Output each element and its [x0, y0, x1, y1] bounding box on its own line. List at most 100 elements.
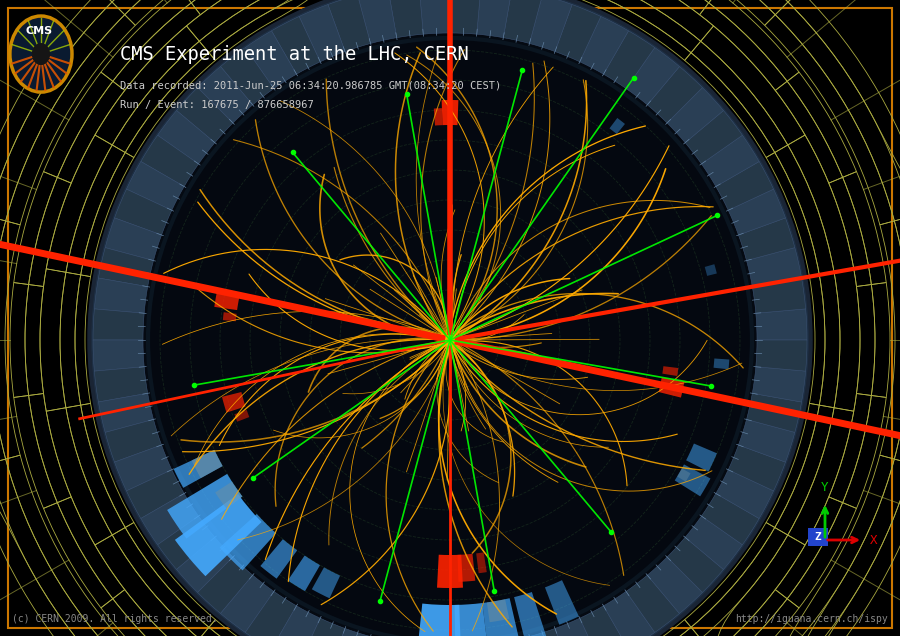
Wedge shape	[667, 537, 724, 593]
Wedge shape	[626, 48, 680, 105]
Wedge shape	[192, 450, 222, 478]
Wedge shape	[93, 340, 144, 371]
Wedge shape	[158, 516, 215, 569]
Wedge shape	[487, 599, 509, 622]
Wedge shape	[114, 189, 172, 235]
Wedge shape	[105, 218, 161, 261]
Text: http://iguana.cern.ch/ispy: http://iguana.cern.ch/ispy	[735, 614, 888, 624]
Wedge shape	[98, 393, 154, 432]
Wedge shape	[434, 108, 443, 125]
Wedge shape	[555, 618, 601, 636]
Circle shape	[88, 0, 812, 636]
Wedge shape	[126, 162, 184, 211]
Wedge shape	[158, 111, 215, 164]
Wedge shape	[728, 445, 786, 491]
Circle shape	[148, 38, 752, 636]
Wedge shape	[701, 494, 760, 545]
Wedge shape	[662, 366, 679, 376]
Wedge shape	[714, 359, 729, 370]
Wedge shape	[93, 309, 144, 340]
Circle shape	[140, 30, 760, 636]
Wedge shape	[752, 278, 806, 314]
Wedge shape	[477, 0, 512, 38]
Wedge shape	[476, 552, 487, 573]
Text: Z: Z	[814, 532, 822, 542]
Wedge shape	[609, 118, 625, 134]
Wedge shape	[299, 4, 345, 62]
Text: Y: Y	[821, 481, 829, 494]
Wedge shape	[728, 189, 786, 235]
Wedge shape	[716, 162, 774, 211]
Wedge shape	[626, 575, 680, 632]
Wedge shape	[357, 0, 397, 43]
Wedge shape	[746, 393, 802, 432]
Circle shape	[10, 16, 72, 92]
Wedge shape	[260, 539, 297, 579]
Wedge shape	[685, 516, 742, 569]
Wedge shape	[299, 618, 345, 636]
Wedge shape	[272, 17, 320, 74]
Text: CMS: CMS	[26, 26, 53, 36]
Wedge shape	[328, 0, 371, 52]
Wedge shape	[114, 445, 172, 491]
Wedge shape	[245, 31, 296, 88]
Wedge shape	[647, 67, 702, 123]
Wedge shape	[174, 450, 222, 488]
Wedge shape	[555, 4, 601, 62]
Circle shape	[92, 0, 808, 636]
Wedge shape	[454, 603, 491, 636]
Wedge shape	[215, 481, 242, 509]
Circle shape	[88, 0, 812, 636]
Wedge shape	[328, 628, 371, 636]
Wedge shape	[220, 48, 274, 105]
Wedge shape	[667, 88, 724, 142]
Wedge shape	[234, 410, 249, 422]
Wedge shape	[272, 606, 320, 636]
Wedge shape	[457, 554, 475, 582]
Wedge shape	[220, 514, 276, 570]
FancyBboxPatch shape	[808, 528, 828, 546]
Wedge shape	[214, 291, 239, 310]
Text: Data recorded: 2011-Jun-25 06:34:20.986785 GMT(08:34:20 CEST): Data recorded: 2011-Jun-25 06:34:20.9867…	[120, 80, 501, 90]
Wedge shape	[580, 606, 628, 636]
Wedge shape	[529, 628, 572, 636]
Wedge shape	[659, 377, 684, 398]
Wedge shape	[176, 537, 233, 593]
Text: X: X	[870, 534, 878, 546]
Wedge shape	[140, 135, 199, 186]
Wedge shape	[701, 135, 760, 186]
Wedge shape	[675, 464, 710, 496]
Wedge shape	[756, 340, 807, 371]
Wedge shape	[685, 111, 742, 164]
Wedge shape	[503, 0, 543, 43]
Wedge shape	[94, 367, 148, 402]
Wedge shape	[175, 494, 262, 576]
Wedge shape	[746, 247, 802, 287]
Wedge shape	[482, 598, 524, 636]
Wedge shape	[198, 67, 253, 123]
Wedge shape	[94, 278, 148, 314]
Text: CMS Experiment at the LHC, CERN: CMS Experiment at the LHC, CERN	[120, 45, 469, 64]
Wedge shape	[245, 591, 296, 636]
Wedge shape	[140, 494, 199, 545]
Wedge shape	[442, 100, 458, 125]
Wedge shape	[604, 591, 655, 636]
Wedge shape	[686, 443, 717, 472]
Wedge shape	[126, 470, 184, 518]
Wedge shape	[105, 420, 161, 462]
Wedge shape	[311, 567, 340, 598]
Wedge shape	[222, 392, 246, 413]
Wedge shape	[529, 0, 572, 52]
Wedge shape	[388, 0, 423, 38]
Wedge shape	[756, 309, 807, 340]
Wedge shape	[604, 31, 655, 88]
Wedge shape	[705, 264, 716, 276]
Circle shape	[32, 44, 50, 64]
Wedge shape	[437, 555, 463, 588]
Wedge shape	[167, 474, 242, 539]
Wedge shape	[220, 575, 274, 632]
Wedge shape	[450, 0, 482, 34]
Wedge shape	[412, 604, 463, 636]
Wedge shape	[716, 470, 774, 518]
Text: Run / Event: 167675 / 876658967: Run / Event: 167675 / 876658967	[120, 100, 314, 110]
